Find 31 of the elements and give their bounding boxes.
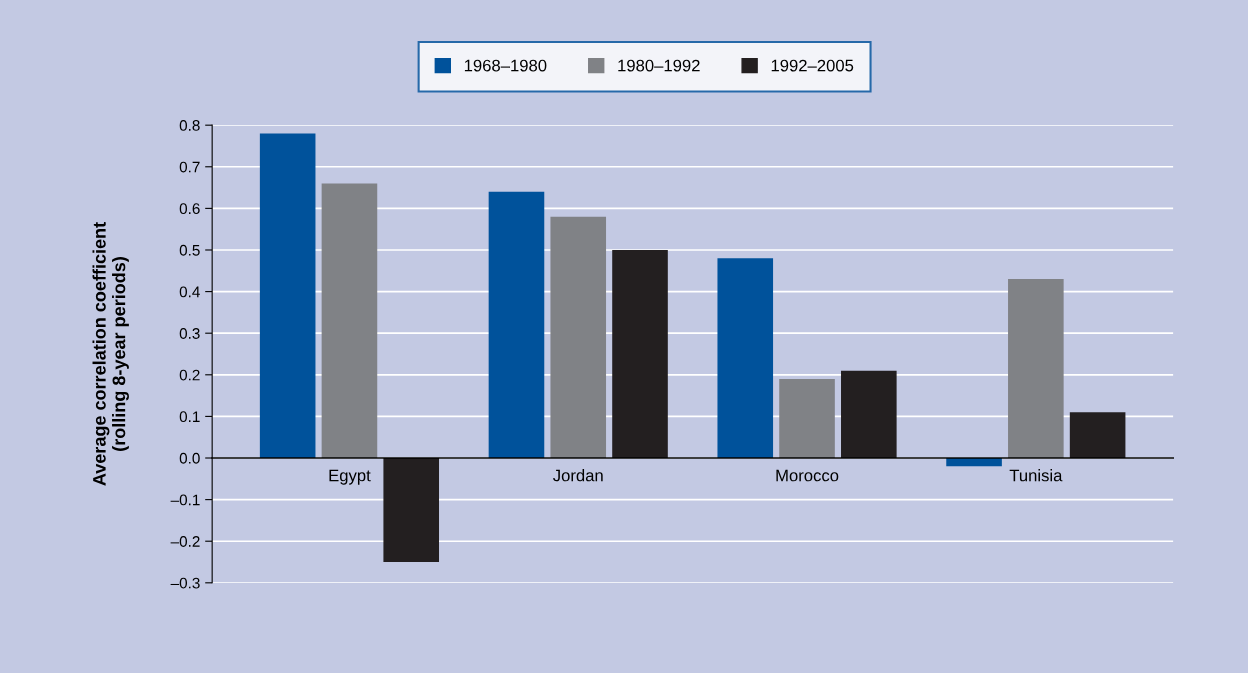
bar [383,458,440,563]
y-tick-label: 0.8 [179,120,200,131]
bar [1069,412,1126,459]
y-tick-label: 0.0 [179,452,200,464]
legend-label: 1992–2005 [771,59,854,72]
y-tick-label: –0.3 [170,577,200,589]
y-axis-title: Average correlation coefficient (rolling 8-year periods) [92,222,129,486]
y-tick-label: 0.1 [179,411,200,423]
y-tick-label: 0.6 [179,203,200,215]
bar [259,133,316,459]
bar [779,378,835,459]
bar [841,370,897,459]
y-tick-label: –0.2 [170,536,200,547]
y-tick-label: 0.3 [179,328,200,339]
bar [1008,279,1064,459]
x-tick-label: Egypt [329,469,371,485]
bar [321,183,378,459]
x-tick-label: Morocco [776,469,839,482]
bar [612,249,668,459]
bar [488,191,545,459]
bar [717,258,774,459]
y-tick-label: 0.2 [179,369,200,381]
y-tick-label: 0.7 [179,161,200,173]
y-tick-label: 0.4 [179,286,200,298]
bar [550,216,607,459]
x-tick-label: Jordan [553,469,603,482]
legend-label: 1968–1980 [464,59,547,72]
y-tick-label: –0.1 [170,494,200,506]
legend-label: 1980–1992 [618,59,700,72]
y-tick-label: 0.5 [179,244,200,256]
x-tick-label: Tunisia [1009,469,1063,482]
